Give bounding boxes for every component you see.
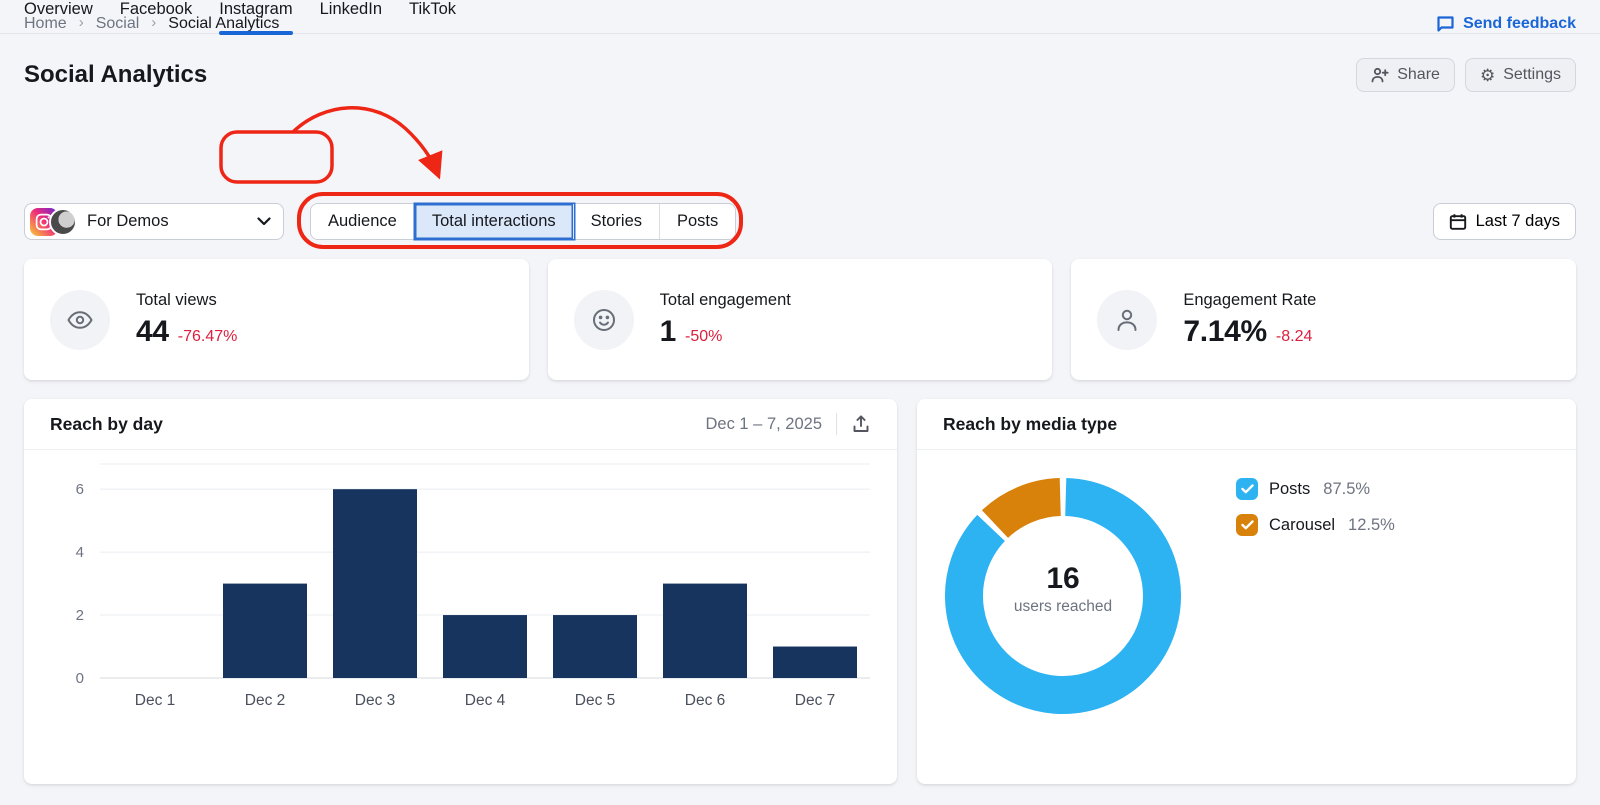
svg-text:Dec 4: Dec 4: [465, 692, 506, 709]
chevron-right-icon: ›: [151, 14, 157, 31]
breadcrumb-social[interactable]: Social: [95, 14, 140, 32]
chevron-down-icon: [257, 217, 271, 226]
legend-item-posts[interactable]: Posts 87.5%: [1236, 478, 1395, 500]
stat-value: 44: [136, 314, 169, 348]
breadcrumb-current: Social Analytics: [168, 14, 280, 32]
profile-selector[interactable]: For Demos: [24, 203, 284, 240]
svg-text:Dec 7: Dec 7: [795, 692, 836, 709]
platform-tabs: Overview Facebook Instagram LinkedIn Tik…: [0, 0, 1600, 35]
checkbox-checked-icon[interactable]: [1236, 478, 1258, 500]
stat-card-total-engagement: Total engagement 1 -50%: [547, 259, 1053, 380]
segment-posts[interactable]: Posts: [660, 204, 736, 239]
svg-text:Dec 5: Dec 5: [575, 692, 616, 709]
chevron-right-icon: ›: [78, 14, 84, 31]
svg-text:2: 2: [76, 607, 84, 624]
eye-icon: [50, 289, 110, 350]
stat-card-engagement-rate: Engagement Rate 7.14% -8.24: [1071, 259, 1576, 380]
settings-label: Settings: [1503, 66, 1561, 83]
svg-text:Dec 2: Dec 2: [245, 692, 286, 709]
breadcrumb-home[interactable]: Home: [24, 14, 67, 32]
annotation-arrow: [292, 106, 443, 180]
chart-title: Reach by media type: [943, 413, 1118, 434]
chart-date-range: Dec 1 – 7, 2025: [705, 414, 823, 433]
svg-text:Dec 1: Dec 1: [135, 692, 176, 709]
annotation-circle-instagram-tab: [219, 130, 334, 184]
tab-tiktok[interactable]: TikTok: [409, 0, 457, 18]
donut-center: 16 users reached: [993, 562, 1133, 616]
report-segmented-control: Audience Total interactions Stories Post…: [310, 203, 737, 240]
stat-label: Total engagement: [659, 290, 791, 309]
svg-text:Dec 3: Dec 3: [355, 692, 396, 709]
date-range-label: Last 7 days: [1475, 212, 1560, 230]
tab-linkedin[interactable]: LinkedIn: [319, 0, 382, 18]
breadcrumb: Home › Social › Social Analytics: [24, 14, 280, 33]
chart-title: Reach by day: [50, 413, 163, 434]
active-tab-underline: [219, 31, 293, 35]
svg-text:0: 0: [76, 670, 84, 687]
tab-facebook[interactable]: Facebook: [119, 0, 193, 18]
share-button[interactable]: Share: [1356, 58, 1455, 92]
stat-delta: -76.47%: [177, 327, 238, 345]
svg-text:4: 4: [76, 544, 84, 561]
bar-chart: 0 2 4 6 Dec 1 Dec 2 Dec 3 Dec 4 Dec 5 Dec 6 Dec 7: [24, 450, 897, 784]
stat-value: 7.14%: [1183, 314, 1267, 348]
stat-delta: -8.24: [1275, 327, 1313, 345]
reach-by-day-card: Reach by day Dec 1 – 7, 2025 0 2 4 6 Dec 1 De…: [24, 399, 897, 784]
svg-text:Dec 6: Dec 6: [685, 692, 726, 709]
segment-total-interactions[interactable]: Total interactions: [414, 204, 574, 239]
segment-audience[interactable]: Audience: [311, 204, 415, 239]
reach-by-media-type-card: Reach by media type 16 users reached Pos…: [917, 399, 1576, 784]
stat-delta: -50%: [685, 327, 723, 345]
export-icon[interactable]: [851, 414, 871, 434]
tab-overview[interactable]: Overview: [24, 0, 93, 18]
donut-chart: [945, 478, 1181, 714]
tab-instagram[interactable]: Instagram: [219, 0, 293, 35]
date-range-button[interactable]: Last 7 days: [1432, 203, 1576, 240]
settings-button[interactable]: ⚙ Settings: [1464, 58, 1576, 92]
segment-stories[interactable]: Stories: [573, 204, 660, 239]
feedback-label: Send feedback: [1463, 14, 1576, 32]
smiley-icon: [573, 289, 634, 350]
person-icon: [1097, 289, 1158, 350]
users-reached-label: users reached: [1013, 598, 1113, 615]
stat-label: Total views: [136, 290, 217, 309]
feedback-bubble-icon: [1436, 14, 1455, 33]
add-user-icon: [1371, 67, 1389, 83]
stat-value: 1: [659, 314, 677, 348]
gear-icon: ⚙: [1479, 65, 1496, 85]
legend-item-carousel[interactable]: Carousel 12.5%: [1236, 514, 1395, 536]
send-feedback-link[interactable]: Send feedback: [1436, 14, 1576, 33]
donut-legend: Posts 87.5% Carousel 12.5%: [1236, 478, 1395, 536]
stat-label: Engagement Rate: [1183, 290, 1317, 309]
calendar-icon: [1449, 213, 1467, 231]
users-reached-value: 16: [1046, 562, 1080, 595]
stat-card-total-views: Total views 44 -76.47%: [24, 259, 529, 380]
share-label: Share: [1397, 66, 1440, 83]
checkbox-checked-icon[interactable]: [1236, 514, 1258, 536]
svg-text:6: 6: [76, 481, 84, 498]
page-title: Social Analytics: [24, 61, 208, 88]
profile-avatar: [49, 207, 77, 236]
profile-name: For Demos: [87, 212, 169, 230]
divider: [836, 413, 837, 435]
